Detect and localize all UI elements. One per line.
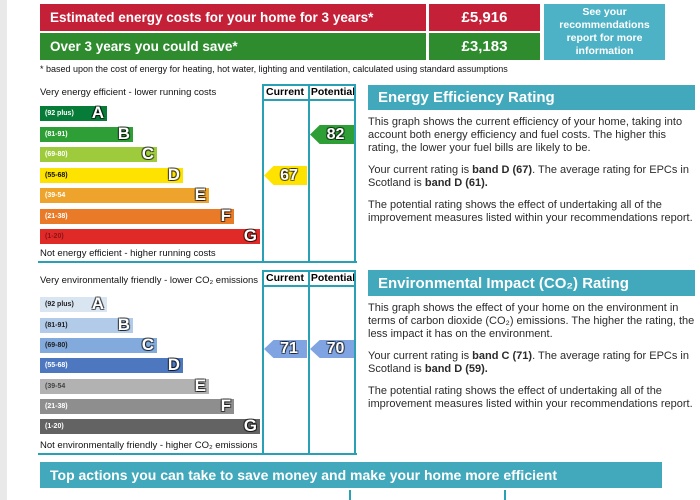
energy-band-range: (92 plus) (45, 110, 74, 117)
column-border (262, 270, 264, 453)
energy-band-f: (21-38) F (40, 206, 234, 225)
top-actions-banner: Top actions you can take to save money a… (40, 462, 662, 488)
env-band-letter: D (167, 355, 180, 374)
env-potential-rating-arrow: 70 (310, 340, 354, 358)
energy-band-b: (81-91) B (40, 124, 133, 143)
page-left-margin (0, 0, 7, 500)
energy-band-letter: D (167, 165, 180, 184)
energy-band-d: (55-68) D (40, 165, 183, 184)
energy-band-g: (1-20) G (40, 226, 260, 245)
env-panel-text: This graph shows the effect of your home… (368, 302, 695, 420)
energy-band-range: (69-80) (45, 151, 68, 158)
column-border (354, 270, 356, 453)
current-column-header: Current (266, 86, 304, 98)
env-band-range: (55-68) (45, 362, 68, 369)
env-band-range: (21-38) (45, 403, 68, 410)
env-paragraph-2: Your current rating is band C (71). The … (368, 349, 689, 375)
env-band-range: (81-91) (45, 322, 68, 329)
energy-band-letter: F (220, 206, 231, 225)
env-band-range: (69-80) (45, 342, 68, 349)
energy-panel-title: Energy Efficiency Rating (368, 85, 695, 110)
energy-paragraph-2: Your current rating is band D (67). The … (368, 163, 689, 189)
column-border (262, 84, 264, 263)
energy-band-a: (92 plus) A (40, 103, 107, 122)
potential-column-header: Potential (310, 86, 356, 98)
env-band-d: (55-68) D (40, 355, 183, 374)
energy-band-range: (81-91) (45, 131, 68, 138)
energy-band-letter: B (117, 124, 130, 143)
energy-chart-bottom-label: Not energy efficient - higher running co… (40, 248, 216, 259)
env-band-c: (69-80) C (40, 335, 157, 354)
energy-band-letter: G (243, 226, 257, 245)
environmental-impact-chart: Very environmentally friendly - lower CO… (38, 270, 357, 455)
env-band-range: (39-54 (45, 383, 66, 390)
env-band-letter: F (220, 396, 231, 415)
energy-current-rating-arrow: 67 (264, 166, 307, 185)
env-band-b: (81-91) B (40, 315, 133, 334)
energy-band-c: (69-80) C (40, 144, 157, 163)
env-band-a: (92 plus) A (40, 294, 107, 313)
energy-potential-rating-arrow: 82 (310, 125, 354, 144)
energy-cost-value: £5,916 (429, 4, 540, 31)
energy-efficiency-chart: Very energy efficient - lower running co… (38, 84, 357, 265)
env-paragraph-3: The potential rating shows the effect of… (368, 384, 693, 410)
assumptions-footnote: * based upon the cost of energy for heat… (40, 64, 508, 74)
actions-table-divider (349, 490, 351, 500)
column-border (308, 84, 310, 263)
recommendations-info-box[interactable]: See your recommendations report for more… (544, 4, 665, 60)
env-current-rating-arrow: 71 (264, 340, 307, 358)
current-column-header: Current (266, 272, 304, 284)
env-band-range: (92 plus) (45, 301, 74, 308)
env-band-f: (21-38) F (40, 396, 234, 415)
energy-band-range: (21-38) (45, 213, 68, 220)
energy-chart-top-label: Very energy efficient - lower running co… (40, 87, 217, 98)
env-chart-bottom-label: Not environmentally friendly - higher CO… (40, 440, 258, 451)
energy-band-letter: A (91, 103, 104, 122)
chart-bottom-border (38, 261, 357, 263)
env-band-letter: B (117, 315, 130, 334)
chart-bottom-border (38, 453, 357, 455)
energy-band-range: (55-68) (45, 172, 68, 179)
env-band-letter: C (141, 335, 154, 354)
env-band-letter: G (243, 416, 257, 435)
savings-label: Over 3 years you could save* (40, 33, 426, 60)
env-band-letter: E (194, 376, 206, 395)
energy-cost-label: Estimated energy costs for your home for… (40, 4, 426, 31)
energy-paragraph-3: The potential rating shows the effect of… (368, 198, 693, 224)
energy-paragraph-1: This graph shows the current efficiency … (368, 116, 683, 154)
env-band-letter: A (91, 294, 104, 313)
energy-band-range: (1-20) (45, 233, 64, 240)
energy-band-letter: C (141, 144, 154, 163)
energy-panel-text: This graph shows the current efficiency … (368, 116, 695, 234)
env-chart-top-label: Very environmentally friendly - lower CO… (40, 275, 259, 286)
env-panel-title: Environmental Impact (CO₂) Rating (368, 270, 695, 296)
energy-band-letter: E (194, 185, 206, 204)
savings-value: £3,183 (429, 33, 540, 60)
env-band-e: (39-54 E (40, 376, 209, 395)
column-border (354, 84, 356, 263)
env-band-range: (1-20) (45, 423, 64, 430)
energy-band-range: (39-54 (45, 192, 66, 199)
env-paragraph-1: This graph shows the effect of your home… (368, 302, 695, 340)
actions-table-divider (504, 490, 506, 500)
energy-band-e: (39-54 E (40, 185, 209, 204)
column-border (308, 270, 310, 453)
env-band-g: (1-20) G (40, 416, 260, 435)
potential-column-header: Potential (310, 272, 356, 284)
